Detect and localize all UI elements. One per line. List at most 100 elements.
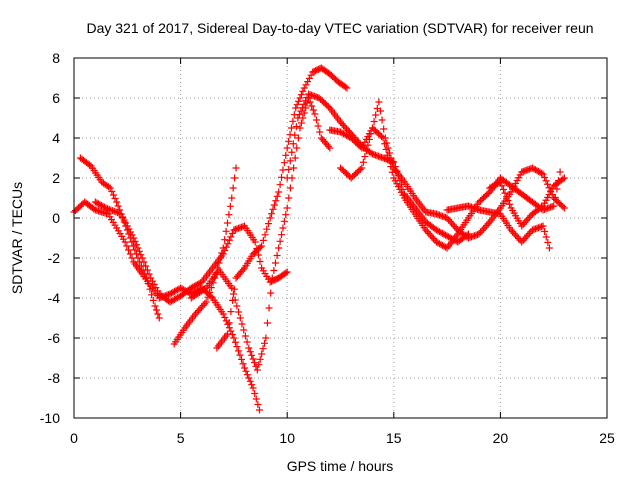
data-point	[426, 231, 434, 239]
data-point	[314, 122, 322, 130]
data-point	[172, 287, 180, 295]
data-point	[152, 306, 160, 314]
data-point	[382, 145, 390, 153]
data-point	[432, 226, 440, 234]
data-point	[147, 274, 155, 282]
data-point	[434, 227, 442, 235]
data-point	[316, 128, 324, 136]
data-point	[509, 228, 517, 236]
data-point	[280, 159, 288, 167]
data-point	[481, 223, 489, 231]
data-point	[117, 210, 125, 218]
data-point	[123, 222, 131, 230]
data-point	[294, 134, 302, 142]
data-point	[272, 197, 280, 205]
data-point	[313, 116, 321, 124]
data-point	[304, 78, 312, 86]
data-point	[224, 330, 232, 338]
data-point	[235, 308, 243, 316]
data-point	[539, 222, 547, 230]
data-point	[292, 123, 300, 131]
data-point	[390, 158, 398, 166]
data-point	[276, 237, 284, 245]
data-point	[193, 281, 201, 289]
y-tick-label: -10	[40, 410, 60, 426]
data-point	[370, 118, 378, 125]
data-point	[243, 338, 251, 346]
data-point	[289, 140, 297, 148]
x-tick-label: 20	[493, 430, 509, 446]
data-point	[248, 381, 256, 389]
data-point	[271, 259, 279, 267]
data-point	[376, 107, 384, 115]
data-point	[251, 238, 259, 246]
data-point	[112, 208, 120, 216]
data-point	[545, 244, 553, 252]
data-point	[343, 84, 351, 92]
data-point	[518, 222, 526, 230]
data-point	[131, 237, 139, 245]
data-point	[288, 148, 296, 156]
data-point	[150, 280, 158, 288]
data-point	[236, 351, 244, 359]
data-point	[105, 205, 113, 213]
data-point	[107, 206, 115, 214]
data-point	[525, 229, 533, 237]
data-point	[423, 228, 431, 236]
data-point	[362, 147, 370, 155]
data-point	[422, 226, 430, 234]
data-point	[486, 184, 494, 192]
data-point	[337, 128, 344, 136]
data-point	[148, 291, 156, 299]
data-point	[261, 231, 269, 239]
data-point	[152, 284, 160, 292]
data-point	[256, 243, 264, 251]
data-point	[102, 204, 110, 212]
data-point	[123, 242, 131, 250]
data-point	[291, 154, 299, 162]
data-point	[232, 164, 240, 172]
data-point	[538, 203, 546, 211]
data-point	[249, 355, 257, 363]
data-point	[504, 197, 512, 205]
data-point	[219, 244, 227, 252]
data-point	[201, 285, 209, 293]
data-point	[236, 314, 244, 322]
data-point	[225, 319, 233, 327]
x-axis-label: GPS time / hours	[287, 458, 394, 474]
data-point	[268, 210, 276, 218]
data-point	[218, 249, 226, 257]
data-point	[285, 165, 293, 173]
data-point	[253, 366, 261, 374]
data-point	[138, 254, 146, 262]
data-point	[90, 205, 98, 213]
y-tick-label: -4	[48, 290, 61, 306]
data-point	[122, 219, 130, 227]
data-point	[510, 229, 518, 237]
data-point	[167, 297, 175, 305]
data-point	[228, 229, 236, 237]
data-point	[560, 174, 568, 182]
data-point	[381, 140, 389, 148]
data-point	[225, 211, 233, 219]
data-point	[443, 232, 451, 240]
x-tick-label: 25	[599, 430, 615, 446]
series-satellite-track-10	[443, 202, 553, 252]
data-point	[550, 202, 558, 210]
data-point	[435, 240, 443, 248]
data-point	[128, 254, 136, 262]
data-point	[282, 269, 290, 277]
data-point	[338, 129, 346, 137]
data-point	[285, 194, 293, 202]
data-point	[359, 158, 367, 166]
data-point	[434, 239, 442, 247]
data-point	[296, 124, 304, 132]
data-point	[206, 288, 214, 296]
data-point	[295, 111, 303, 119]
data-point	[496, 178, 504, 186]
data-point	[544, 180, 552, 188]
data-point	[297, 119, 305, 127]
data-point	[125, 225, 133, 233]
data-point	[379, 134, 387, 142]
data-point	[154, 310, 162, 318]
